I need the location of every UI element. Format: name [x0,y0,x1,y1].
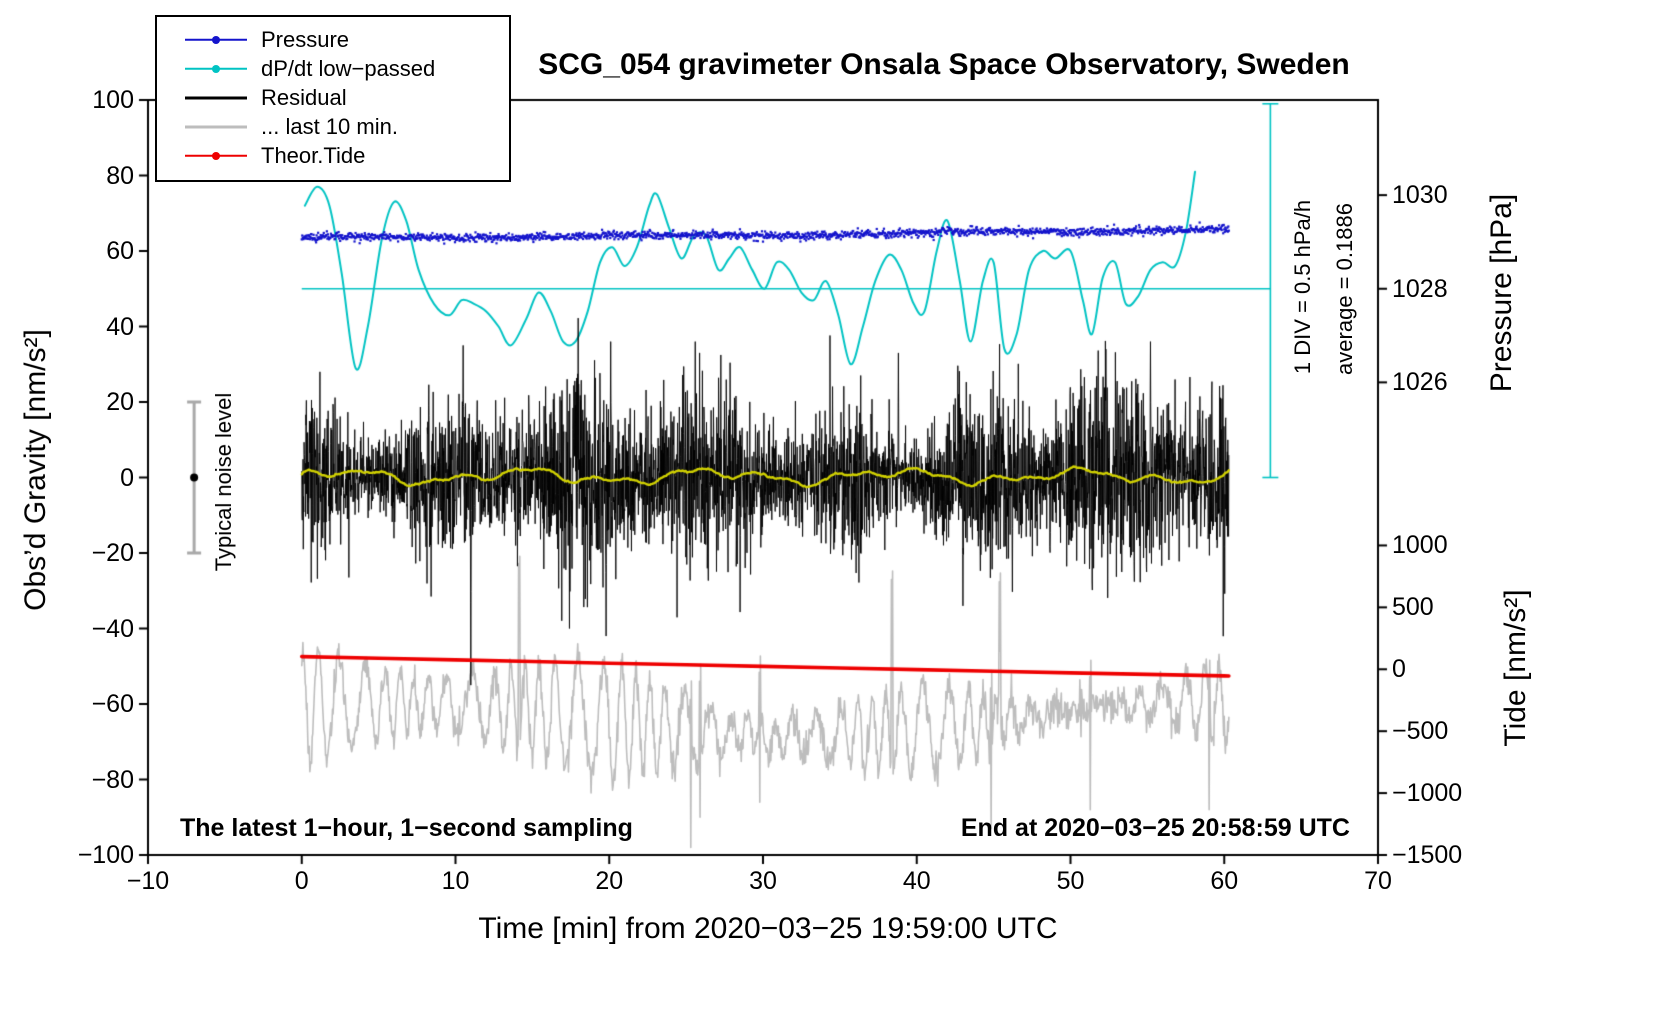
x-tick-label: 50 [1056,867,1085,895]
y-tick-label-tide: 500 [1392,593,1434,622]
legend-item: dP/dt low−passed [157,54,509,83]
y-tick-label-gravity: 80 [106,161,134,190]
y-axis-label-tide: Tide [nm/s²] [1499,589,1532,747]
x-tick-label: 60 [1210,867,1239,895]
x-tick-label: 10 [441,867,470,895]
y-tick-label-gravity: 0 [120,463,134,492]
y-tick-label-gravity: 100 [92,86,134,114]
legend-label: Pressure [261,26,350,52]
legend-marker-dot-line-icon [185,64,247,74]
legend: Pressure dP/dt low−passed Residual ... last… [155,15,511,182]
y-tick-label-gravity: −80 [91,765,134,794]
x-tick-label: 40 [902,867,931,895]
y-tick-label-pressure: 1028 [1392,274,1448,303]
noise-level-label: Typical noise level [211,392,236,572]
y-tick-label-gravity: −60 [91,690,134,718]
y-axis-label-pressure: Pressure [hPa] [1485,193,1518,393]
sampling-note: The latest 1−hour, 1−second sampling [180,814,633,842]
legend-item: Pressure [157,25,509,54]
legend-marker-dot-line-icon [185,151,247,161]
y-tick-label-tide: −1500 [1392,841,1463,869]
y-tick-label-gravity: −40 [91,614,134,643]
average-note: average = 0.1886 [1332,203,1357,375]
legend-marker-line-icon [185,122,247,132]
legend-item: Residual [157,83,509,112]
legend-marker-dot-line-icon [185,35,247,45]
x-tick-label: −10 [126,867,170,895]
y-tick-label-gravity: −100 [77,841,134,869]
legend-item: Theor.Tide [157,141,509,170]
legend-label: Theor.Tide [261,142,366,168]
legend-marker-line-icon [185,93,247,103]
y-tick-label-pressure: 1030 [1392,181,1448,210]
legend-label: dP/dt low−passed [261,55,436,81]
end-time-note: End at 2020−03−25 20:58:59 UTC [960,814,1350,842]
y-tick-label-gravity: 40 [106,312,134,341]
x-tick-label: 20 [595,867,624,895]
y-tick-label-pressure: 1026 [1392,368,1448,397]
x-tick-label: 30 [749,867,777,895]
y-tick-label-gravity: −20 [91,539,134,567]
y-tick-label-tide: −1000 [1392,779,1463,808]
y-tick-label-tide: 1000 [1392,531,1448,560]
legend-label: ... last 10 min. [261,113,398,139]
chart-title: SCG_054 gravimeter Onsala Space Observat… [538,48,1350,81]
x-axis-label: Time [min] from 2020−03−25 19:59:00 UTC [478,912,1058,945]
legend-item: ... last 10 min. [157,112,509,141]
y-tick-label-gravity: 20 [106,388,134,416]
x-tick-label: 0 [294,867,309,895]
y-tick-label-tide: −500 [1392,717,1449,746]
x-tick-label: 70 [1364,867,1392,895]
y-tick-label-gravity: 60 [106,237,134,265]
legend-label: Residual [261,84,347,110]
y-tick-label-tide: 0 [1392,655,1406,684]
div-scale-note: 1 DIV = 0.5 hPa/h [1290,199,1315,375]
